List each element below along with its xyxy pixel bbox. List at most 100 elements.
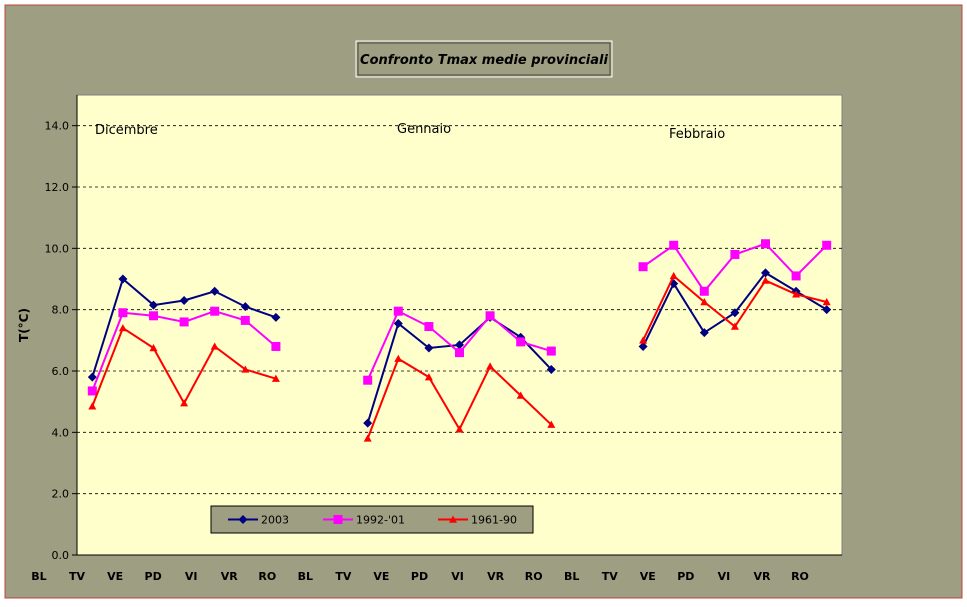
data-point-triangle — [149, 344, 158, 352]
data-point-square — [669, 240, 679, 250]
y-tick-label: 4.0 — [52, 426, 70, 439]
data-point-triangle — [363, 434, 372, 442]
data-point-triangle — [210, 342, 219, 350]
data-point-diamond — [546, 364, 556, 374]
data-point-diamond — [118, 274, 128, 284]
x-tick-label: PD — [145, 570, 162, 583]
month-annotation: Dicembre — [95, 123, 158, 138]
title-box-shadow — [357, 42, 611, 76]
y-tick-label: 12.0 — [45, 181, 70, 194]
data-point-diamond — [179, 295, 189, 305]
x-tick-label: VI — [451, 570, 464, 583]
chart-title: Confronto Tmax medie provinciali — [360, 53, 608, 68]
data-point-square — [149, 311, 158, 321]
data-point-triangle — [669, 271, 678, 280]
data-point-triangle — [180, 399, 189, 407]
data-point-square — [638, 262, 648, 272]
data-point-diamond — [240, 302, 250, 312]
data-point-triangle — [449, 515, 457, 523]
data-point-square — [240, 315, 250, 325]
data-point-triangle — [822, 298, 831, 306]
data-point-diamond — [455, 340, 464, 350]
data-point-diamond — [424, 343, 434, 353]
x-tick-label: BL — [564, 570, 579, 583]
data-point-square — [699, 286, 709, 296]
data-point-diamond — [149, 300, 158, 310]
x-tick-label: RO — [525, 570, 543, 583]
plot-area — [76, 94, 843, 556]
data-point-triangle — [761, 276, 770, 284]
data-point-triangle — [547, 420, 556, 428]
data-point-square — [179, 317, 189, 327]
data-point-triangle — [639, 336, 648, 344]
y-tick-label: 10.0 — [45, 242, 70, 255]
data-point-square — [761, 239, 770, 249]
data-point-square — [210, 306, 220, 316]
series-triangle — [88, 271, 831, 442]
data-point-square — [730, 249, 740, 259]
data-point-triangle — [88, 402, 97, 410]
data-point-square — [87, 386, 97, 396]
x-tick-label: VE — [640, 570, 656, 583]
data-point-diamond — [638, 341, 648, 351]
data-point-triangle — [730, 322, 739, 330]
x-tick-label: VI — [185, 570, 198, 583]
data-point-triangle — [700, 298, 709, 306]
x-tick-label: PD — [677, 570, 694, 583]
data-point-square — [791, 271, 801, 281]
legend-label: 1992-'01 — [356, 514, 405, 527]
y-tick-label: 14.0 — [45, 120, 70, 133]
data-point-triangle — [394, 354, 403, 362]
x-tick-label: VR — [221, 570, 239, 583]
data-point-square — [516, 337, 526, 347]
x-tick-label: TV — [602, 570, 619, 583]
x-tick-label: TV — [335, 570, 352, 583]
x-tick-label: RO — [258, 570, 276, 583]
x-tick-label: VE — [107, 570, 123, 583]
data-point-diamond — [87, 372, 97, 382]
x-tick-label: BL — [298, 570, 313, 583]
x-tick-label: VR — [753, 570, 771, 583]
data-point-square — [822, 240, 832, 250]
data-point-diamond — [730, 308, 740, 318]
legend-box — [210, 505, 534, 534]
x-tick-label: RO — [791, 570, 809, 583]
x-tick-label: TV — [69, 570, 86, 583]
data-point-triangle — [118, 324, 127, 332]
data-point-diamond — [822, 305, 832, 315]
series-square — [87, 239, 832, 396]
data-point-triangle — [455, 425, 464, 433]
data-point-square — [363, 375, 373, 385]
data-point-diamond — [699, 328, 709, 338]
y-tick-label: 0.0 — [52, 549, 70, 562]
data-point-square — [455, 348, 464, 358]
legend-label: 1961-90 — [471, 514, 517, 527]
x-tick-label: BL — [31, 570, 46, 583]
legend-label: 2003 — [261, 514, 289, 527]
data-point-square — [485, 311, 495, 321]
x-tick-label: VR — [487, 570, 505, 583]
data-point-triangle — [424, 373, 433, 381]
month-annotation: Febbraio — [669, 127, 725, 142]
data-point-diamond — [271, 312, 281, 322]
data-point-triangle — [271, 374, 280, 382]
y-tick-label: 8.0 — [52, 304, 70, 317]
month-annotation: Gennaio — [397, 122, 451, 137]
data-point-diamond — [363, 418, 373, 428]
data-point-triangle — [241, 365, 250, 373]
data-point-diamond — [761, 268, 770, 278]
y-tick-label: 2.0 — [52, 488, 70, 501]
data-point-triangle — [516, 391, 525, 399]
data-point-triangle — [792, 290, 801, 298]
data-point-square — [271, 341, 281, 351]
data-point-diamond — [210, 286, 220, 296]
x-tick-label: VE — [373, 570, 389, 583]
title-box — [355, 40, 613, 78]
data-point-diamond — [238, 515, 248, 524]
data-point-square — [118, 308, 128, 318]
y-tick-label: 6.0 — [52, 365, 70, 378]
data-point-square — [546, 346, 556, 356]
data-point-square — [424, 322, 434, 332]
